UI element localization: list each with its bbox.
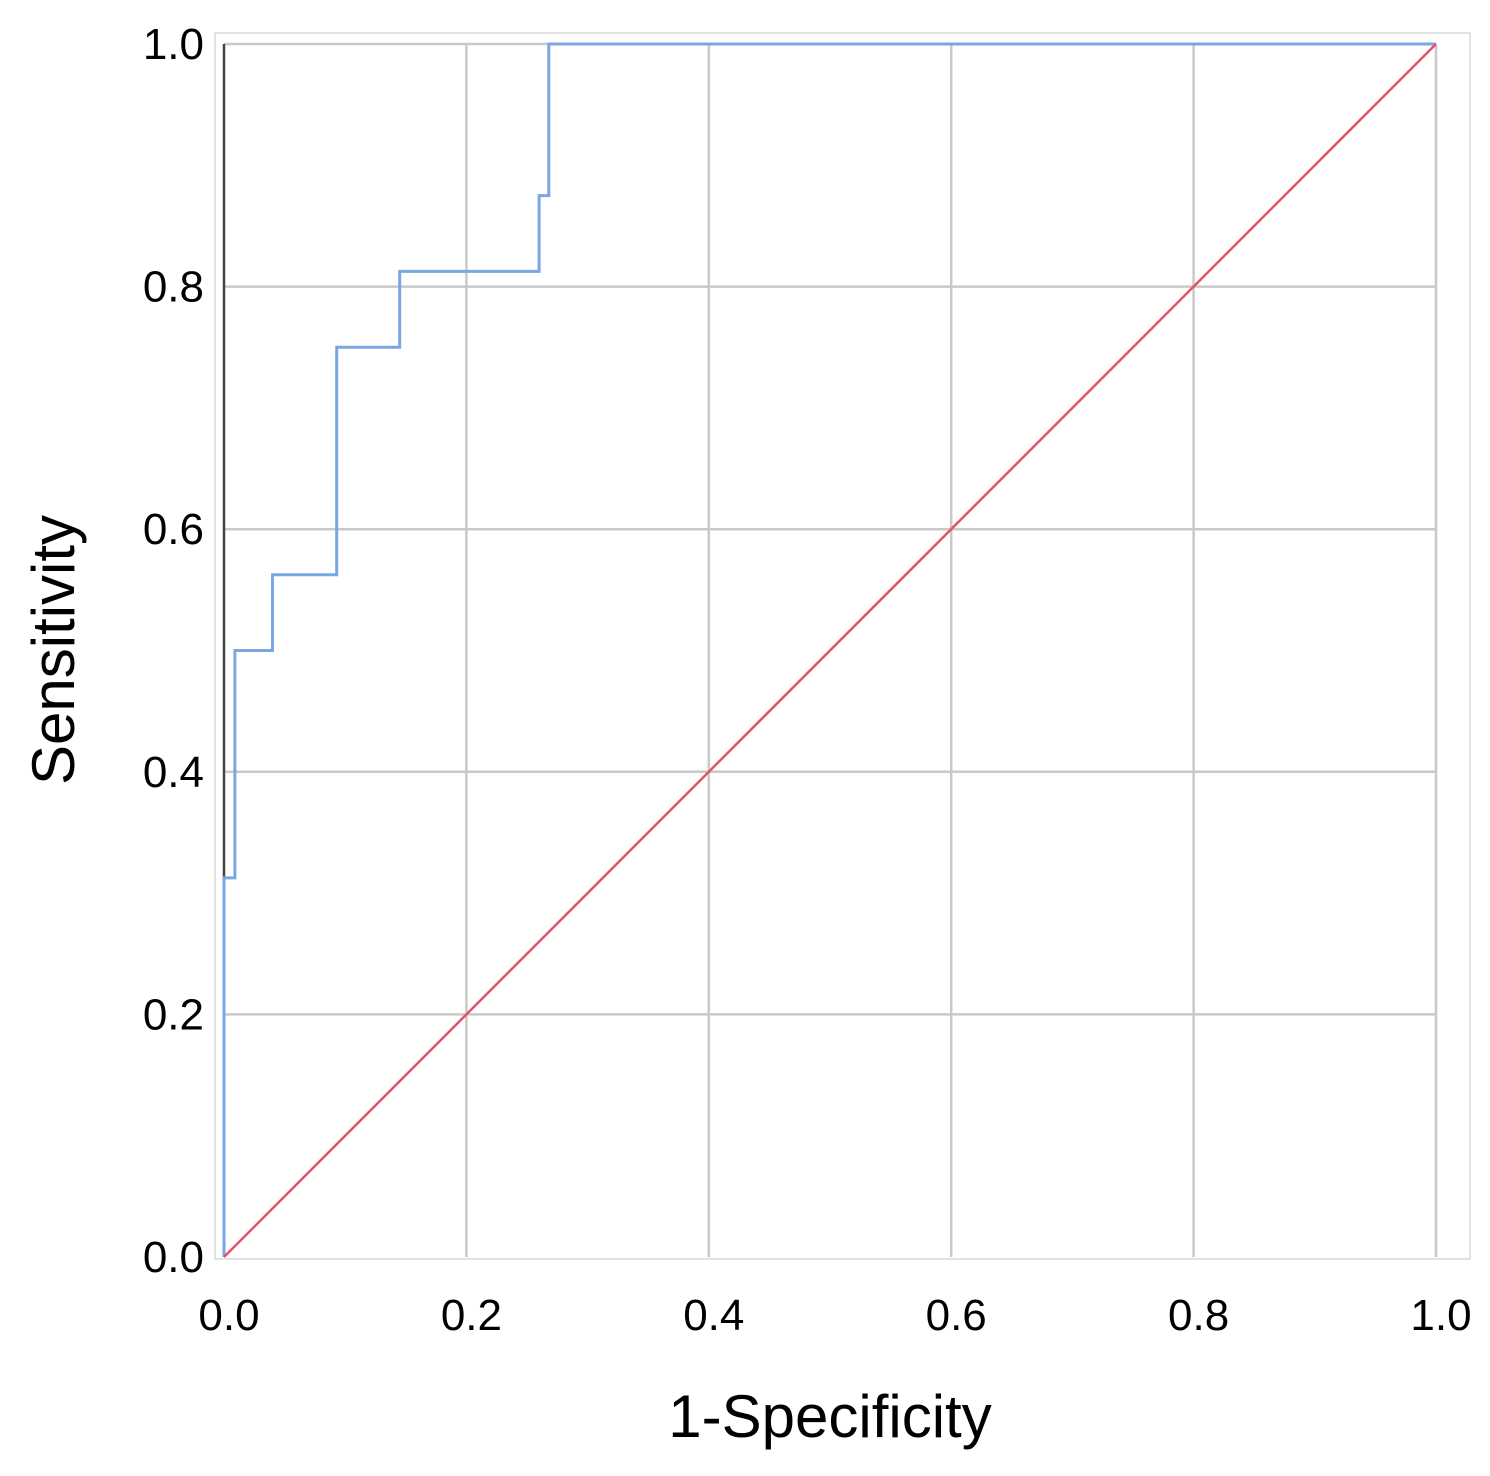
y-tick-label: 0.0 bbox=[143, 1233, 204, 1282]
plot-frame bbox=[214, 32, 1471, 1260]
y-tick-label: 0.2 bbox=[143, 990, 204, 1039]
y-axis-title: Sensitivity bbox=[20, 515, 87, 785]
y-axis-ticks: 0.0 0.2 0.4 0.6 0.8 1.0 bbox=[143, 20, 204, 1282]
series-layer bbox=[222, 42, 1437, 1258]
plot-border bbox=[214, 32, 1471, 1260]
x-tick-label: 0.2 bbox=[441, 1291, 502, 1340]
y-tick-label: 0.8 bbox=[143, 263, 204, 312]
y-tick-label: 0.6 bbox=[143, 505, 204, 554]
x-axis-ticks: 0.0 0.2 0.4 0.6 0.8 1.0 bbox=[198, 1291, 1471, 1340]
roc-curve bbox=[222, 42, 1436, 1257]
x-tick-label: 0.6 bbox=[926, 1291, 987, 1340]
reference-line bbox=[223, 43, 1437, 1258]
y-tick-label: 0.4 bbox=[143, 748, 204, 797]
x-tick-label: 0.4 bbox=[683, 1291, 744, 1340]
y-tick-label: 1.0 bbox=[143, 20, 204, 69]
x-tick-label: 0.0 bbox=[198, 1291, 259, 1340]
x-axis-title: 1-Specificity bbox=[668, 1383, 991, 1450]
x-tick-label: 0.8 bbox=[1168, 1291, 1229, 1340]
x-tick-label: 1.0 bbox=[1410, 1291, 1471, 1340]
